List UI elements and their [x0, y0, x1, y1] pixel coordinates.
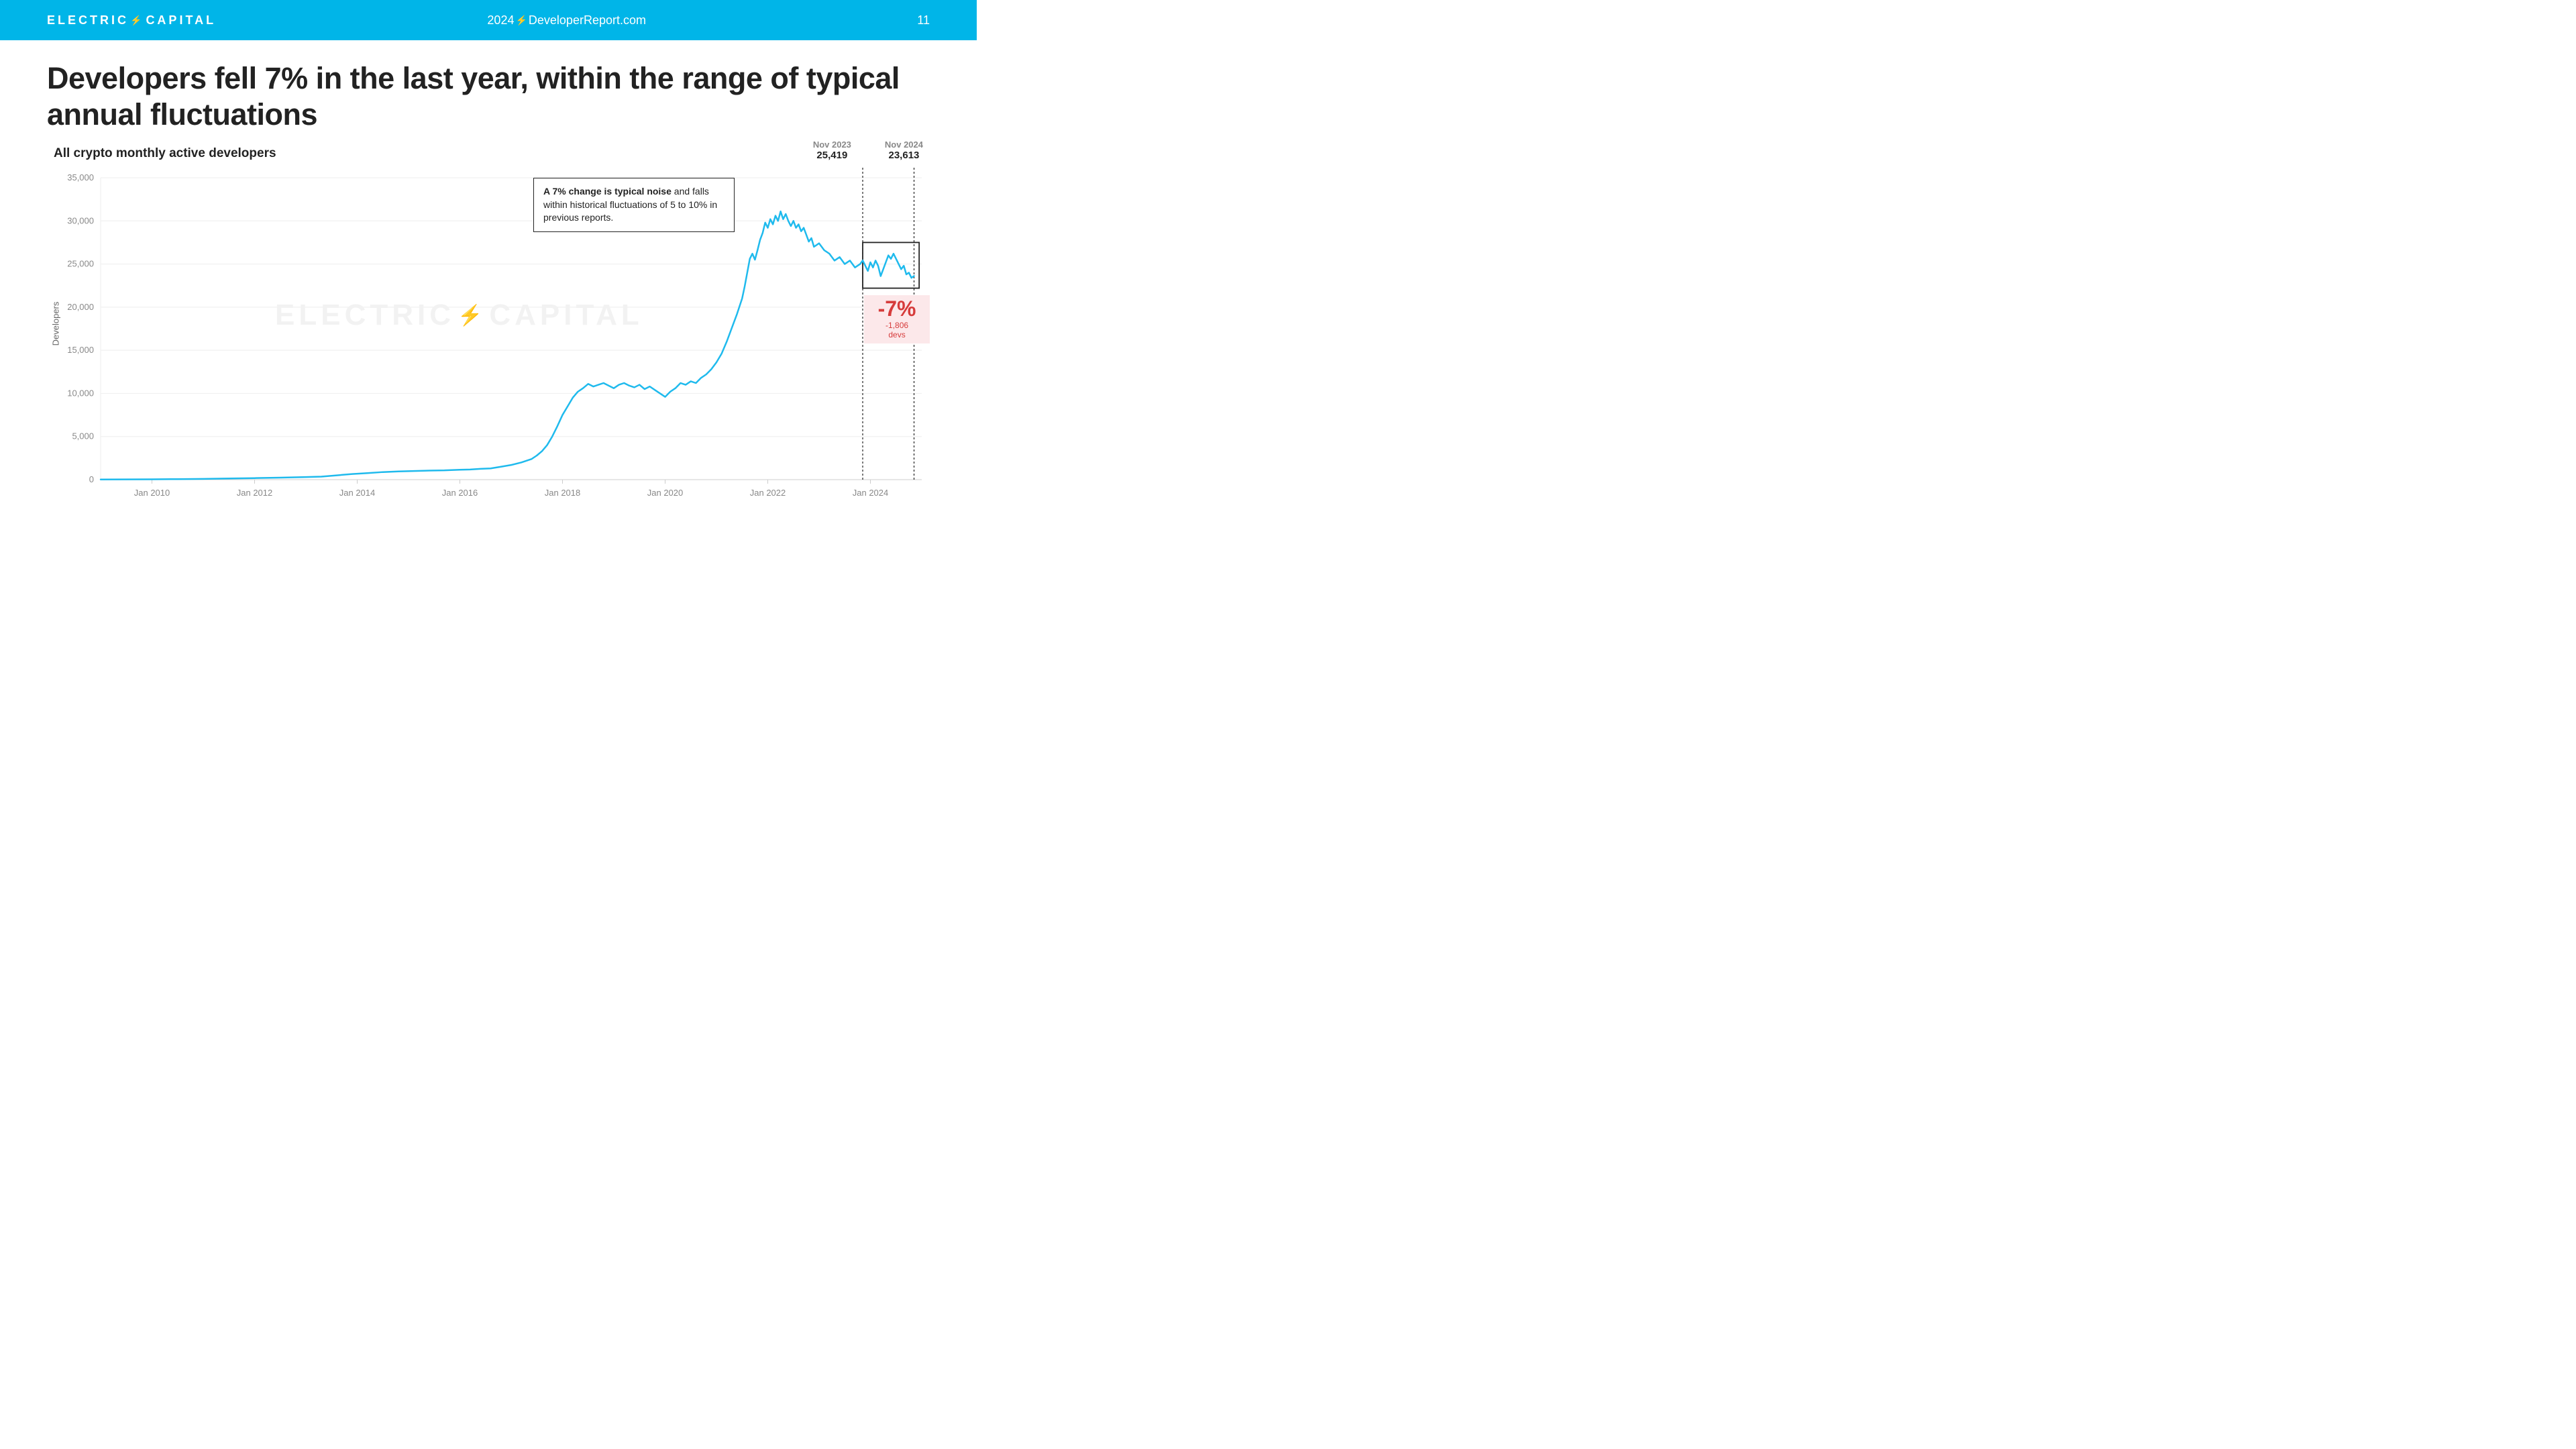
logo-text-right: CAPITAL — [146, 13, 216, 28]
svg-text:10,000: 10,000 — [67, 388, 94, 398]
callout-labels: Nov 2023 25,419 Nov 2024 23,613 — [813, 140, 923, 161]
callout-value: 23,613 — [885, 150, 923, 161]
chart-area: Developers ELECTRIC ⚡ CAPITAL 05,00010,0… — [47, 164, 930, 506]
header-site: DeveloperReport.com — [529, 13, 646, 28]
svg-text:5,000: 5,000 — [72, 431, 94, 441]
svg-text:Jan 2022: Jan 2022 — [750, 488, 786, 498]
callout-value: 25,419 — [813, 150, 851, 161]
logo: ELECTRIC ⚡ CAPITAL — [47, 13, 216, 28]
bolt-icon: ⚡ — [515, 15, 527, 26]
svg-text:0: 0 — [89, 474, 94, 484]
svg-text:Jan 2018: Jan 2018 — [545, 488, 581, 498]
svg-text:Jan 2010: Jan 2010 — [134, 488, 170, 498]
header-bar: ELECTRIC ⚡ CAPITAL 2024 ⚡ DeveloperRepor… — [0, 0, 977, 40]
svg-text:15,000: 15,000 — [67, 345, 94, 355]
callout-nov-2023: Nov 2023 25,419 — [813, 140, 851, 161]
svg-text:35,000: 35,000 — [67, 172, 94, 182]
delta-sub: -1,806 devs — [876, 321, 918, 339]
bolt-icon: ⚡ — [130, 15, 144, 26]
callout-date: Nov 2023 — [813, 140, 851, 150]
page-number: 11 — [917, 13, 930, 28]
svg-text:Jan 2014: Jan 2014 — [339, 488, 376, 498]
svg-text:30,000: 30,000 — [67, 215, 94, 225]
svg-text:20,000: 20,000 — [67, 302, 94, 312]
svg-text:Jan 2020: Jan 2020 — [647, 488, 684, 498]
header-center: 2024 ⚡ DeveloperReport.com — [487, 13, 646, 28]
content: Developers fell 7% in the last year, wit… — [0, 40, 977, 506]
callout-nov-2024: Nov 2024 23,613 — [885, 140, 923, 161]
chart-subtitle: All crypto monthly active developers — [54, 146, 930, 161]
delta-callout: -7% -1,806 devs — [864, 295, 930, 343]
svg-text:Jan 2024: Jan 2024 — [853, 488, 889, 498]
y-axis-label: Developers — [50, 302, 60, 346]
annotation-bold: A 7% change is typical noise — [543, 186, 672, 197]
svg-text:Jan 2016: Jan 2016 — [442, 488, 478, 498]
line-chart: 0 5,000 10,000 15,000 20,000 25,000 30,000 35,0… — [47, 164, 930, 506]
svg-text:25,000: 25,000 — [67, 259, 94, 269]
header-year: 2024 — [487, 13, 514, 28]
delta-percent: -7% — [876, 298, 918, 319]
page-title: Developers fell 7% in the last year, wit… — [47, 60, 930, 133]
callout-date: Nov 2024 — [885, 140, 923, 150]
logo-text-left: ELECTRIC — [47, 13, 129, 28]
annotation-box: A 7% change is typical noise and falls w… — [533, 178, 735, 232]
svg-text:Jan 2012: Jan 2012 — [237, 488, 273, 498]
